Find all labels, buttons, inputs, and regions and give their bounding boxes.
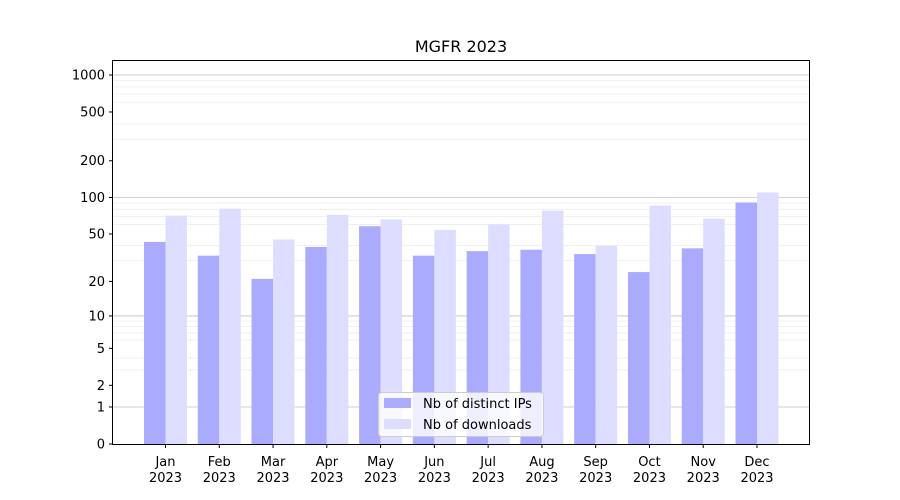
bar-distinct-ips bbox=[627, 272, 650, 444]
bar-distinct-ips bbox=[735, 202, 757, 444]
legend-swatch-distinct-ips bbox=[384, 398, 411, 408]
bar-downloads bbox=[273, 239, 295, 444]
y-axis: 0 1 2 5 10 20 50 100 200 500 1000 bbox=[72, 69, 113, 453]
y-tick-label: 1000 bbox=[72, 69, 105, 84]
bar-downloads bbox=[434, 229, 456, 444]
bar-downloads bbox=[165, 215, 187, 444]
bar-distinct-ips bbox=[681, 248, 704, 444]
legend: Nb of distinct IPs Nb of downloads bbox=[378, 392, 544, 437]
bar-downloads bbox=[595, 245, 618, 444]
bar-distinct-ips bbox=[144, 241, 166, 444]
legend-label-distinct-ips: Nb of distinct IPs bbox=[423, 397, 532, 412]
y-tick-label: 10 bbox=[88, 309, 105, 324]
y-tick-label: 100 bbox=[80, 191, 105, 206]
x-tick-label: Oct 2023 bbox=[633, 455, 666, 486]
bar-downloads bbox=[757, 192, 779, 444]
x-tick-label: Apr 2023 bbox=[310, 455, 343, 486]
x-tick-label: Feb 2023 bbox=[203, 455, 236, 486]
legend-box bbox=[378, 392, 544, 437]
bar-distinct-ips bbox=[305, 246, 327, 444]
bar-downloads bbox=[326, 214, 349, 444]
y-tick-label: 50 bbox=[88, 227, 105, 242]
bar-distinct-ips bbox=[251, 278, 274, 444]
x-tick-label: Mar 2023 bbox=[256, 455, 289, 486]
bar-downloads bbox=[541, 210, 564, 444]
x-tick-label: May 2023 bbox=[364, 455, 397, 486]
y-tick-label: 5 bbox=[97, 342, 105, 357]
y-tick-label: 20 bbox=[88, 275, 105, 290]
bar-distinct-ips bbox=[197, 255, 220, 444]
y-tick-label: 500 bbox=[80, 105, 105, 120]
x-tick-label: Aug 2023 bbox=[525, 455, 558, 486]
legend-swatch-downloads bbox=[384, 419, 411, 429]
chart-title: MGFR 2023 bbox=[415, 37, 507, 56]
bar-distinct-ips bbox=[359, 226, 381, 444]
x-axis: Jan 2023 Feb 2023 Mar 2023 Apr 2023 May 2023 Jun 20… bbox=[149, 444, 774, 486]
bar-downloads bbox=[380, 219, 403, 444]
x-tick-label: Jul 2023 bbox=[472, 455, 505, 486]
x-tick-label: Jan 2023 bbox=[149, 455, 182, 486]
legend-label-downloads: Nb of downloads bbox=[423, 418, 532, 433]
bar-downloads bbox=[219, 208, 241, 444]
bar-downloads bbox=[649, 205, 671, 444]
y-tick-label: 0 bbox=[97, 438, 105, 453]
bar-distinct-ips bbox=[574, 254, 596, 444]
x-tick-label: Jun 2023 bbox=[418, 455, 451, 486]
x-tick-label: Dec 2023 bbox=[740, 455, 773, 486]
bar-downloads bbox=[703, 218, 725, 444]
x-tick-label: Sep 2023 bbox=[579, 455, 612, 486]
x-tick-label: Nov 2023 bbox=[687, 455, 720, 486]
plot-frame bbox=[112, 60, 810, 445]
y-tick-label: 200 bbox=[80, 154, 105, 169]
bar-downloads bbox=[488, 224, 510, 444]
y-tick-label: 2 bbox=[97, 379, 105, 394]
y-tick-label: 1 bbox=[97, 400, 105, 415]
